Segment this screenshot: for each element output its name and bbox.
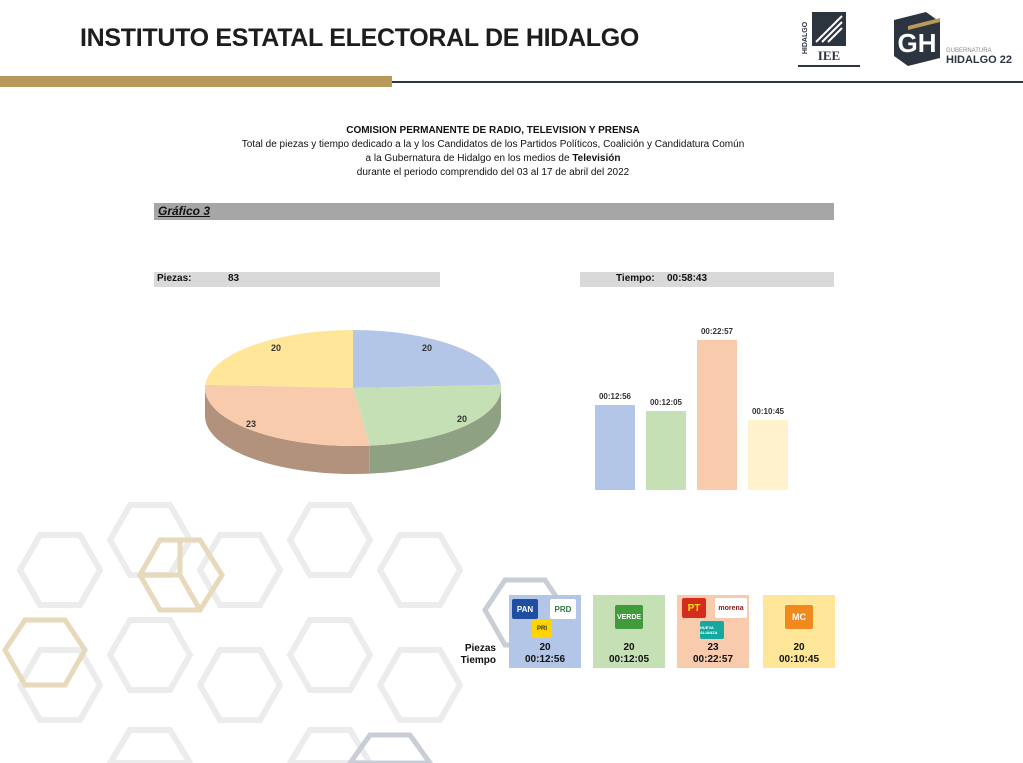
tiempo-value: 00:58:43 <box>667 273 708 284</box>
morena-logo-icon: morena <box>715 598 747 618</box>
bar-label-3: 00:22:57 <box>700 326 734 336</box>
party-cell-verde: VERDE 20 00:12:05 <box>593 595 665 668</box>
heading-line-3-bold: Televisión <box>572 153 621 164</box>
party-cell-mc: MC 20 00:10:45 <box>763 595 835 668</box>
piezas-total-bar: Piezas: 83 <box>154 272 440 287</box>
prd-pri-logo-icon: PRD <box>550 599 576 619</box>
row-label-tiempo: Tiempo <box>460 655 496 666</box>
cell-tiempo: 00:10:45 <box>778 654 820 665</box>
prd-sun-logo-icon: PRI <box>532 620 552 638</box>
bar-label-2: 00:12:05 <box>649 398 683 407</box>
pie-slice-2 <box>353 384 501 446</box>
cell-tiempo: 00:12:05 <box>608 654 650 665</box>
piezas-label: Piezas: <box>157 273 192 284</box>
bar-3 <box>697 339 737 490</box>
pie-slice-3 <box>205 384 370 446</box>
bar-label-4: 00:10:45 <box>751 406 785 416</box>
pie-chart <box>205 330 501 474</box>
bar-2 <box>646 411 686 490</box>
pie-label-4: 20 <box>271 343 282 353</box>
cell-piezas: 23 <box>707 642 719 653</box>
cell-values: 20 00:10:45 <box>763 642 835 666</box>
table-row-labels: Piezas Tiempo <box>440 643 496 667</box>
row-label-piezas: Piezas <box>464 643 496 654</box>
pie-label-3: 23 <box>246 419 257 429</box>
party-cell-coalicion: PAN PRD PRI 20 00:12:56 <box>509 595 581 668</box>
bar-1 <box>595 405 635 490</box>
tiempo-label: Tiempo: <box>616 273 655 284</box>
gh-logo-small: GUBERNATURA <box>946 48 992 54</box>
cell-piezas: 20 <box>539 642 551 653</box>
verde-logo-icon: VERDE <box>615 605 643 629</box>
grafico-bar: Gráfico 3 <box>154 203 834 220</box>
pie-slice-4 <box>205 330 353 388</box>
party-cell-juntos: PT morena NUEVA ALIANZA 23 00:22:57 <box>677 595 749 668</box>
cell-values: 20 00:12:05 <box>593 642 665 666</box>
cell-tiempo: 00:12:56 <box>524 654 566 665</box>
nueva-alianza-logo-icon: NUEVA ALIANZA <box>700 621 724 639</box>
iee-logo-side-text: HIDALGO <box>802 21 809 54</box>
cell-piezas: 20 <box>623 642 635 653</box>
iee-logo-text: IEE <box>818 48 840 63</box>
heading-line-3-prefix: a la Gubernatura de Hidalgo en los medio… <box>365 153 573 164</box>
heading-line-2: Total de piezas y tiempo dedicado a la y… <box>241 139 745 150</box>
cell-values: 20 00:12:56 <box>509 642 581 666</box>
piezas-value: 83 <box>228 273 240 284</box>
pie-side-2 <box>369 388 501 474</box>
heading-line-1: COMISION PERMANENTE DE RADIO, TELEVISION… <box>346 125 640 136</box>
mc-logo-icon: MC <box>785 605 813 629</box>
header-rule <box>392 81 1023 83</box>
tiempo-total-bar: Tiempo: 00:58:43 <box>580 272 834 287</box>
background-hex-pattern <box>2 502 568 763</box>
report-heading: COMISION PERMANENTE DE RADIO, TELEVISION… <box>150 124 836 180</box>
grafico-label: Gráfico 3 <box>158 204 211 218</box>
bar-chart: 00:12:56 00:12:05 00:22:57 00:10:45 <box>585 320 805 490</box>
gh-logo-letters: GH <box>898 28 937 58</box>
pan-logo-icon: PAN <box>512 599 538 619</box>
heading-line-3: a la Gubernatura de Hidalgo en los medio… <box>150 152 836 166</box>
institution-title: INSTITUTO ESTATAL ELECTORAL DE HIDALGO <box>80 24 639 52</box>
pie-label-1: 20 <box>422 343 433 353</box>
pie-slice-1 <box>353 330 501 388</box>
heading-line-4: durante el periodo comprendido del 03 al… <box>356 167 630 178</box>
cell-values: 23 00:22:57 <box>677 642 749 666</box>
pt-logo-icon: PT <box>682 598 706 618</box>
gh-logo-text: HIDALGO 22 <box>946 54 1012 66</box>
bar-label-1: 00:12:56 <box>598 392 632 402</box>
bar-4 <box>748 419 788 490</box>
header-gold-bar <box>0 76 392 87</box>
gubernatura-hidalgo-logo: GH GUBERNATURA HIDALGO 22 <box>894 12 1012 66</box>
cell-piezas: 20 <box>793 642 805 653</box>
pie-label-2: 20 <box>457 414 468 424</box>
pie-side-3 <box>205 388 370 474</box>
iee-logo: HIDALGO IEE <box>798 12 860 67</box>
cell-tiempo: 00:22:57 <box>692 654 734 665</box>
